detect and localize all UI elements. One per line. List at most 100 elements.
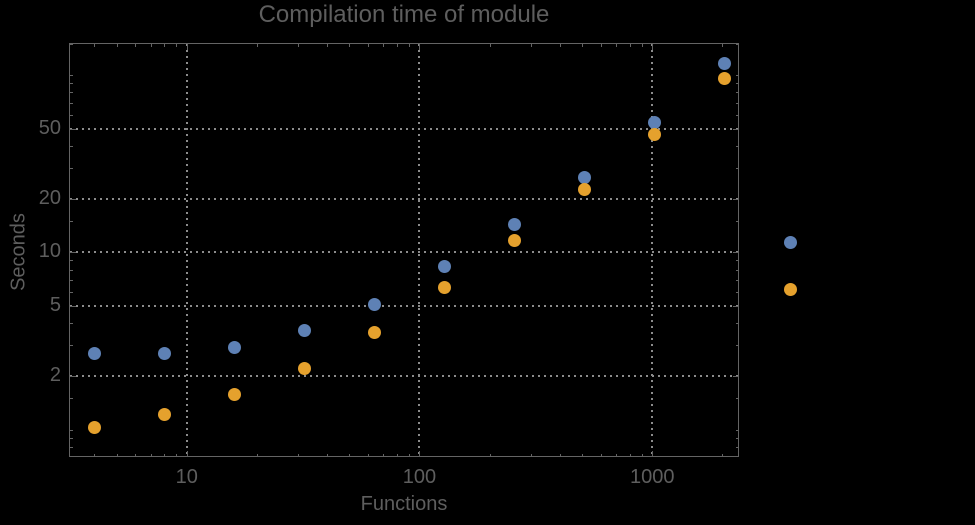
x-tick: [135, 454, 137, 457]
gridline-y-2: [70, 375, 738, 378]
gridline-y-5: [70, 304, 738, 307]
x-tick: [150, 454, 152, 457]
y-tick: [70, 102, 73, 104]
y-tick: [70, 75, 73, 77]
x-tick: [489, 44, 491, 47]
x-tick: [383, 454, 385, 457]
y-tick: [70, 221, 73, 223]
y-tick: [736, 83, 739, 85]
x-tick: [176, 44, 178, 47]
x-tick: [629, 44, 631, 47]
x-tick: [326, 454, 328, 457]
point-orange-series-x128: [437, 281, 451, 295]
point-blue-series-x16: [227, 341, 241, 355]
gridline-y-10: [70, 251, 738, 254]
x-tick: [600, 44, 602, 47]
y-tick: [736, 92, 739, 94]
point-blue-series-x8: [157, 346, 171, 360]
y-tick: [736, 44, 739, 46]
x-tick: [408, 44, 410, 47]
y-tick: [70, 199, 76, 201]
y-tick: [736, 398, 739, 400]
x-tick: [629, 454, 631, 457]
legend-marker-orange-series: [783, 282, 797, 296]
y-tick: [70, 345, 73, 347]
x-tick: [164, 454, 166, 457]
x-tick: [349, 454, 351, 457]
y-tick: [736, 291, 739, 293]
point-blue-series-x2048: [718, 57, 732, 71]
x-tick: [396, 44, 398, 47]
y-tick: [736, 221, 739, 223]
gridline-x-1000: [651, 44, 654, 456]
y-tick: [736, 75, 739, 77]
y-tick: [736, 102, 739, 104]
point-orange-series-x256: [507, 234, 521, 248]
x-tick: [582, 454, 584, 457]
y-tick: [70, 437, 73, 439]
point-orange-series-x64: [367, 325, 381, 339]
y-tick: [733, 376, 739, 378]
x-tick: [641, 44, 643, 47]
x-tick: [616, 44, 618, 47]
point-orange-series-x8: [157, 407, 171, 421]
x-tick: [419, 44, 421, 50]
point-orange-series-x1024: [648, 127, 662, 141]
y-tick: [736, 437, 739, 439]
x-tick: [256, 44, 258, 47]
x-tick: [164, 44, 166, 47]
y-tick-label-2: 2: [49, 364, 61, 387]
x-tick: [367, 44, 369, 47]
y-tick: [733, 305, 739, 307]
x-tick: [559, 44, 561, 47]
y-tick: [70, 83, 73, 85]
y-tick: [736, 429, 739, 431]
gridline-y-20: [70, 198, 738, 201]
y-tick-label-50: 50: [38, 116, 61, 139]
y-tick: [70, 114, 73, 116]
point-blue-series-x32: [297, 324, 311, 338]
y-tick: [736, 145, 739, 147]
y-tick: [736, 260, 739, 262]
x-tick: [419, 451, 421, 457]
x-tick: [186, 451, 188, 457]
point-blue-series-x256: [507, 217, 521, 231]
x-tick: [116, 454, 118, 457]
chart-title: Compilation time of module: [258, 1, 550, 28]
x-axis-label: Functions: [360, 493, 448, 515]
x-tick: [616, 454, 618, 457]
y-tick: [70, 305, 76, 307]
y-tick: [736, 269, 739, 271]
y-tick: [70, 260, 73, 262]
x-tick: [135, 44, 137, 47]
y-tick: [736, 345, 739, 347]
y-tick: [70, 291, 73, 293]
point-blue-series-x64: [367, 297, 381, 311]
x-tick: [582, 44, 584, 47]
point-orange-series-x2048: [718, 71, 732, 85]
y-tick: [70, 44, 73, 46]
x-tick: [94, 44, 96, 47]
point-orange-series-x16: [227, 387, 241, 401]
x-tick-label-100: 100: [402, 466, 437, 488]
x-tick: [297, 44, 299, 47]
point-orange-series-x512: [578, 183, 592, 197]
x-tick: [383, 44, 385, 47]
y-tick-label-20: 20: [38, 187, 61, 210]
x-tick: [256, 454, 258, 457]
y-tick: [70, 376, 76, 378]
x-tick: [150, 44, 152, 47]
x-tick: [408, 454, 410, 457]
gridline-x-10: [185, 44, 188, 456]
y-tick: [733, 199, 739, 201]
y-tick-label-5: 5: [49, 293, 61, 316]
y-tick: [70, 429, 73, 431]
x-tick: [367, 454, 369, 457]
y-tick: [70, 92, 73, 94]
y-tick: [70, 398, 73, 400]
y-tick: [736, 114, 739, 116]
x-tick-label-10: 10: [175, 466, 198, 488]
x-tick: [530, 44, 532, 47]
gridline-x-100: [418, 44, 421, 456]
